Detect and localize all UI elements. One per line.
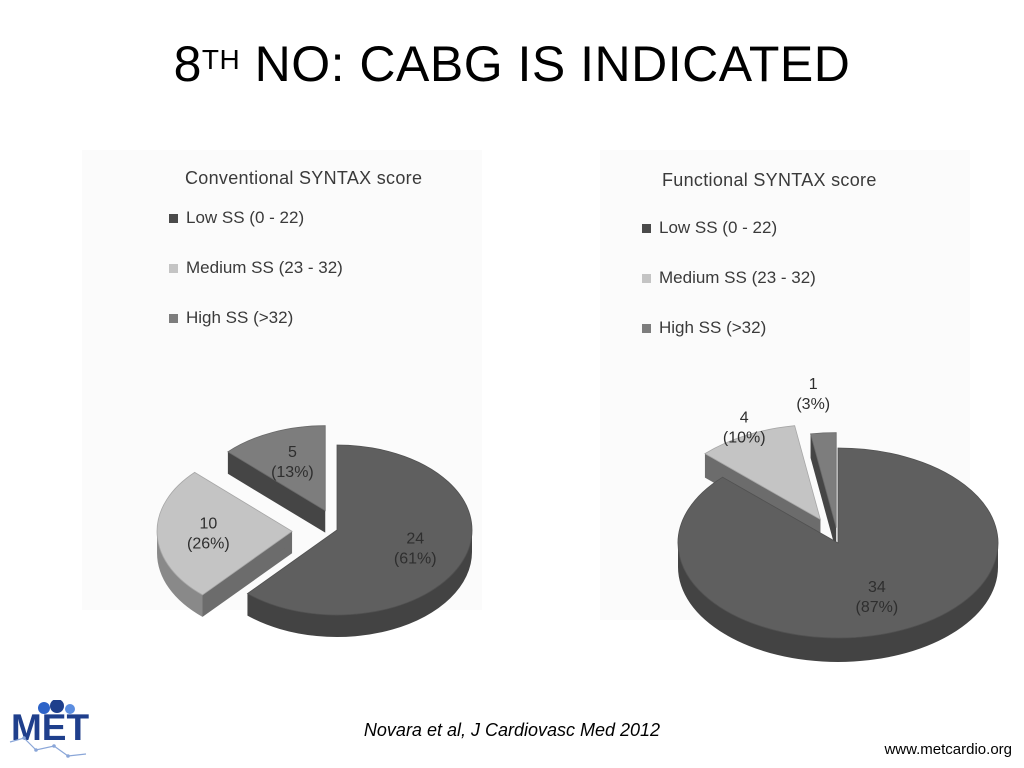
pie-chart-functional: 34 (87%) 4 (10%) 1 (3%) xyxy=(677,376,999,662)
pie-slice-top xyxy=(246,444,473,616)
logo-text: MET xyxy=(11,707,90,748)
chart-legend: Low SS (0 - 22) Medium SS (23 - 32) High… xyxy=(169,193,343,343)
pie-slice-side xyxy=(157,531,203,617)
pie-data-label: (10%) xyxy=(723,429,766,446)
logo-node xyxy=(52,744,56,748)
legend-item-high: High SS (>32) xyxy=(642,303,816,353)
pie-data-label: 24 xyxy=(406,531,424,548)
legend-item-low: Low SS (0 - 22) xyxy=(642,203,816,253)
legend-label-medium: Medium SS (23 - 32) xyxy=(186,258,343,277)
legend-item-medium: Medium SS (23 - 32) xyxy=(642,253,816,303)
legend-label-high: High SS (>32) xyxy=(186,308,294,327)
pie-data-label: (13%) xyxy=(271,464,314,481)
pie-slice xyxy=(810,432,837,552)
legend-label-low: Low SS (0 - 22) xyxy=(659,218,778,237)
pie-slice-top xyxy=(704,425,821,521)
pie-data-label: 4 xyxy=(740,409,749,426)
legend-swatch-low xyxy=(169,213,178,223)
legend-item-low: Low SS (0 - 22) xyxy=(169,193,343,243)
pie-slice-top xyxy=(677,447,999,639)
logo-node xyxy=(22,736,26,740)
logo-dot xyxy=(50,700,64,713)
website-link[interactable]: www.metcardio.org xyxy=(884,741,1012,758)
legend-swatch-low xyxy=(642,223,651,233)
pie-slice-top xyxy=(156,471,293,596)
pie-slice-cut-face xyxy=(810,433,837,552)
pie-slice xyxy=(227,425,326,533)
pie-data-label: (87%) xyxy=(856,599,899,616)
pie-slice xyxy=(156,471,293,617)
logo-dot xyxy=(65,704,75,714)
pie-data-label: (61%) xyxy=(394,551,437,568)
pie-slice-top xyxy=(810,432,837,528)
pie-slice-top xyxy=(227,425,326,512)
chart-title: Functional SYNTAX score xyxy=(662,170,877,190)
met-logo: MET xyxy=(9,700,90,758)
slide-title: 8TH NO: CABG IS INDICATED xyxy=(0,32,1024,96)
legend-label-low: Low SS (0 - 22) xyxy=(186,208,305,227)
legend-swatch-medium xyxy=(169,263,178,273)
chart-title: Conventional SYNTAX score xyxy=(185,168,423,188)
title-text: NO: CABG IS INDICATED xyxy=(240,36,851,92)
title-superscript: TH xyxy=(201,44,241,75)
legend-item-medium: Medium SS (23 - 32) xyxy=(169,243,343,293)
conventional-syntax-chart: Conventional SYNTAX score Low SS (0 - 22… xyxy=(82,150,482,637)
pie-chart-conventional: 24 (61%) 10 (26%) 5 (13%) xyxy=(156,425,473,637)
logo-line xyxy=(9,737,87,757)
legend-item-high: High SS (>32) xyxy=(169,293,343,343)
pie-slice-side xyxy=(678,543,998,662)
pie-data-label: (3%) xyxy=(796,396,830,413)
legend-swatch-medium xyxy=(642,273,651,283)
pie-data-label: 34 xyxy=(868,579,886,596)
citation: Novara et al, J Cardiovasc Med 2012 xyxy=(363,720,661,740)
pie-data-label: 10 xyxy=(200,515,218,532)
title-number: 8 xyxy=(173,36,202,92)
pie-data-label: 1 xyxy=(809,376,818,393)
logo-node xyxy=(66,754,70,758)
legend-swatch-high xyxy=(169,313,178,323)
logo-node xyxy=(34,748,38,752)
pie-slice xyxy=(246,444,473,637)
pie-slice-cut-face xyxy=(202,531,293,617)
pie-slice xyxy=(677,447,999,662)
chart-legend: Low SS (0 - 22) Medium SS (23 - 32) High… xyxy=(642,203,816,353)
legend-label-medium: Medium SS (23 - 32) xyxy=(659,268,816,287)
pie-slice-cut-face xyxy=(227,451,326,533)
legend-label-high: High SS (>32) xyxy=(659,318,767,337)
pie-slice-side xyxy=(247,530,472,637)
functional-syntax-chart: Functional SYNTAX score Low SS (0 - 22) … xyxy=(600,150,999,662)
logo-dot xyxy=(38,702,50,714)
pie-data-label: (26%) xyxy=(187,535,230,552)
legend-swatch-high xyxy=(642,323,651,333)
pie-data-label: 5 xyxy=(288,444,297,461)
